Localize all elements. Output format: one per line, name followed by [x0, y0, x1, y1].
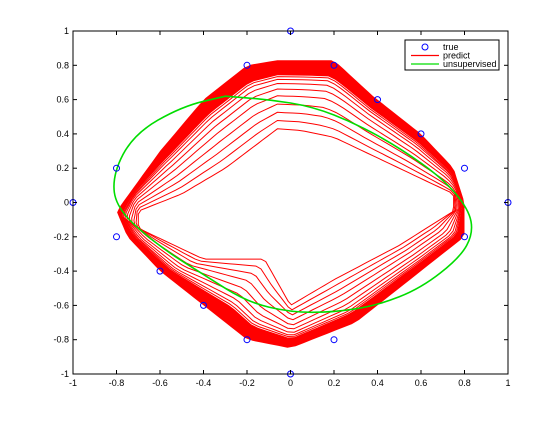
predict-line — [135, 119, 456, 311]
predict-line — [123, 78, 462, 336]
true-point — [200, 301, 207, 309]
y-tick-label: 0.2 — [56, 163, 69, 173]
true-point — [461, 164, 468, 172]
y-tick-label: 1 — [64, 26, 69, 36]
x-tick-label: -0.8 — [109, 378, 125, 388]
predict-line — [122, 76, 463, 338]
x-tick-label: -0.6 — [152, 378, 168, 388]
predict-interior — [122, 75, 462, 338]
true-point — [330, 61, 338, 69]
true-point — [113, 233, 120, 241]
y-tick-label: -1 — [61, 369, 69, 379]
y-tick-label: -0.6 — [53, 300, 69, 310]
x-tick-label: -1 — [69, 378, 77, 388]
true-point — [156, 267, 164, 275]
y-tick-label: 0 — [64, 198, 69, 208]
predict-line — [133, 111, 457, 316]
true-point — [243, 336, 251, 344]
predict-line — [124, 82, 461, 333]
y-tick-label: 0.4 — [56, 129, 69, 139]
y-tick-label: 0.8 — [56, 60, 69, 70]
true-point — [330, 336, 338, 344]
predict-line — [128, 95, 459, 326]
x-tick-label: 0.4 — [371, 378, 384, 388]
x-tick-label: 0.6 — [415, 378, 428, 388]
y-tick-label: -0.2 — [53, 232, 69, 242]
y-tick-label: -0.8 — [53, 335, 69, 345]
true-point — [374, 96, 381, 104]
legend-label-true: true — [443, 42, 459, 52]
true-point — [417, 130, 425, 138]
x-tick-label: -0.2 — [239, 378, 255, 388]
y-tick-label: -0.4 — [53, 266, 69, 276]
x-tick-label: 0 — [288, 378, 293, 388]
legend-label-predict: predict — [443, 51, 471, 61]
unsupervised-line — [113, 95, 473, 314]
legend-true-marker — [421, 43, 429, 51]
predict-line — [131, 103, 458, 321]
y-tick-label: 0.6 — [56, 95, 69, 105]
predict-series — [117, 60, 465, 348]
true-point — [243, 61, 251, 69]
x-tick-label: 0.2 — [328, 378, 341, 388]
predict-line — [137, 128, 455, 306]
x-tick-label: 1 — [505, 378, 510, 388]
x-tick-label: -0.4 — [196, 378, 212, 388]
x-tick-label: 0.8 — [458, 378, 471, 388]
true-point — [461, 233, 468, 241]
predict-line — [126, 88, 461, 330]
legend-label-unsupervised: unsupervised — [443, 59, 497, 69]
unsupervised-series — [113, 95, 473, 314]
axis-ticks: -1 -0.8 -0.6 -0.4 -0.2 0 0.2 0.4 0.6 0.8 1 -1 -0.8 -0… — [53, 26, 510, 388]
true-point — [113, 164, 120, 172]
